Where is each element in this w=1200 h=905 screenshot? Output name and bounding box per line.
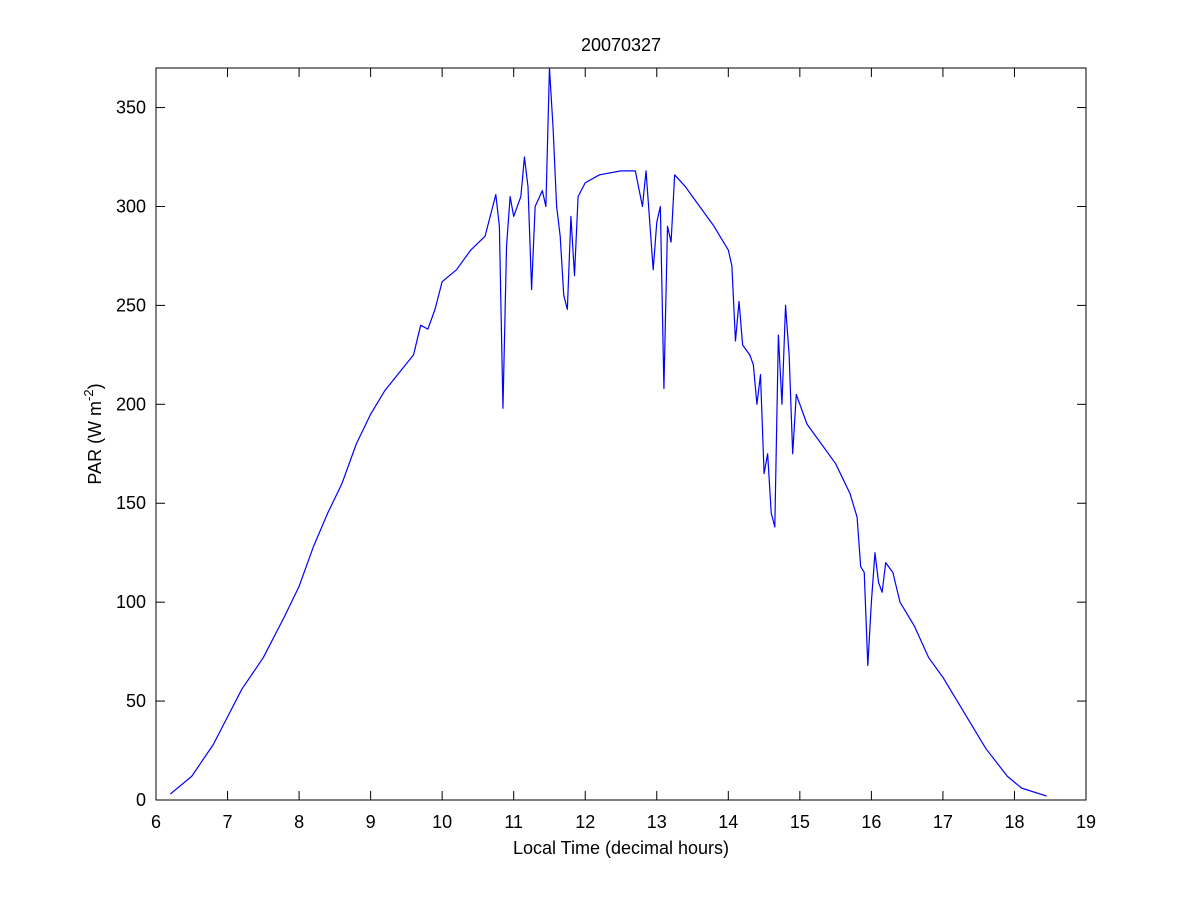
x-tick-label: 18: [1004, 812, 1024, 832]
y-axis-label-text: PAR (W m: [85, 401, 105, 485]
y-tick-label: 50: [126, 691, 146, 711]
x-tick-label: 19: [1076, 812, 1096, 832]
y-tick-label: 200: [116, 394, 146, 414]
x-tick-label: 9: [366, 812, 376, 832]
x-tick-label: 8: [294, 812, 304, 832]
x-tick-label: 17: [933, 812, 953, 832]
y-axis-label-sup: -2: [81, 389, 96, 401]
x-tick-label: 16: [861, 812, 881, 832]
plot-box: [155, 67, 1087, 801]
y-tick-label: 250: [116, 295, 146, 315]
y-tick-label: 350: [116, 98, 146, 118]
x-tick-label: 15: [790, 812, 810, 832]
y-tick-label: 100: [116, 592, 146, 612]
y-axis-label: PAR (W m-2): [81, 383, 105, 484]
y-tick-label: 300: [116, 196, 146, 216]
y-tick-label: 0: [136, 790, 146, 810]
x-axis-label: Local Time (decimal hours): [513, 838, 729, 858]
x-tick-label: 13: [647, 812, 667, 832]
x-tick-label: 14: [718, 812, 738, 832]
x-tick-label: 6: [151, 812, 161, 832]
x-tick-label: 7: [223, 812, 233, 832]
y-tick-label: 150: [116, 493, 146, 513]
x-tick-label: 11: [504, 812, 523, 832]
series-line: [169, 67, 1047, 797]
x-tick-label: 12: [575, 812, 595, 832]
chart-title: 20070327: [581, 35, 661, 55]
y-axis-label-end: ): [85, 383, 105, 389]
x-tick-label: 10: [432, 812, 452, 832]
